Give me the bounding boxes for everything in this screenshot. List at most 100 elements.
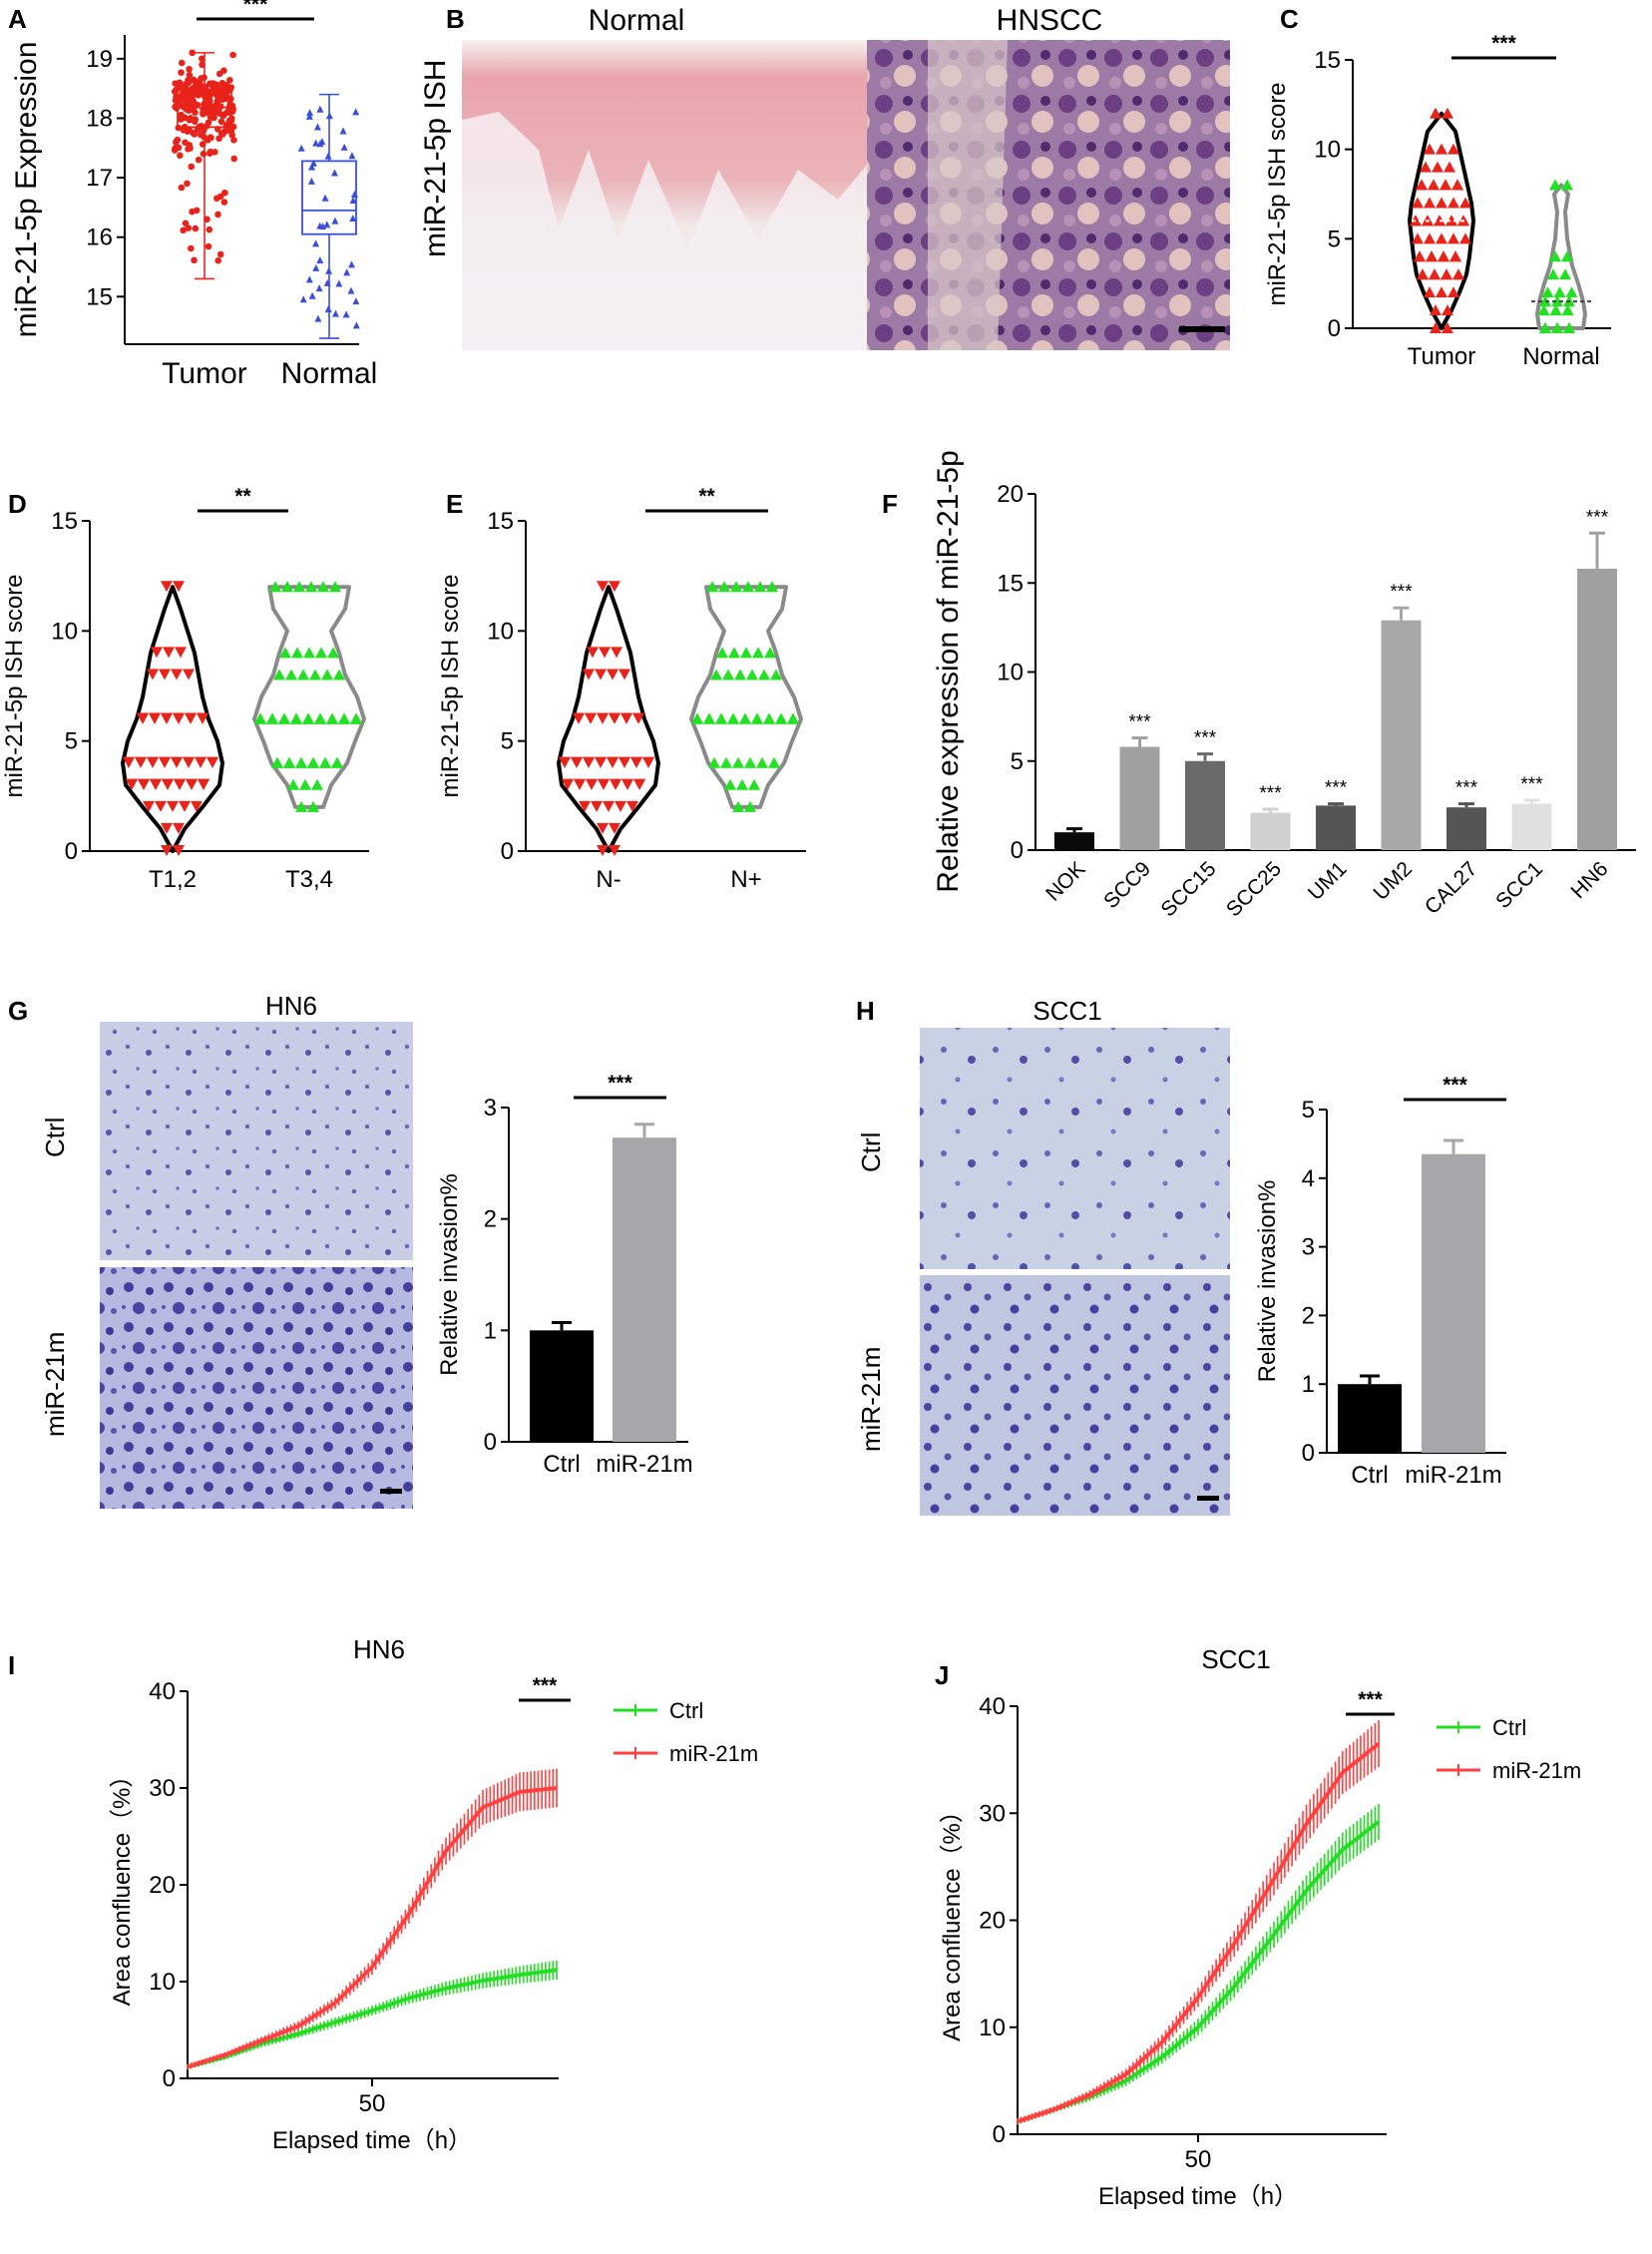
- data-point: [1436, 143, 1447, 155]
- data-point: [1416, 179, 1428, 191]
- x-tick-label: Ctrl: [543, 1451, 580, 1478]
- data-point: [295, 800, 307, 812]
- data-point: [197, 712, 208, 724]
- mir-21m-series-line: [1017, 1741, 1381, 2124]
- data-point: [173, 712, 185, 724]
- chart-f-bar: 0 5 10 15 20 Relative expression of miR-21-5p…: [932, 450, 1636, 921]
- data-point: [1541, 286, 1554, 298]
- data-point: [317, 581, 329, 593]
- tumor-data-point: [185, 77, 192, 84]
- tumor-data-point: [186, 142, 194, 149]
- significance-um2: ***: [1390, 582, 1413, 603]
- data-point: [278, 712, 290, 724]
- data-point: [587, 647, 599, 659]
- tumor-data-point: [206, 225, 213, 233]
- panel-h-ctrl-label: Ctrl: [856, 1132, 886, 1172]
- data-point: [162, 778, 174, 790]
- normal-data-point: [335, 279, 343, 287]
- chart-c-violin: 0 5 10 15 miR-21-5p ISH score Tumor Normal ***: [1264, 32, 1611, 370]
- data-point: [315, 647, 327, 659]
- data-point: [309, 669, 321, 680]
- data-point: [632, 712, 644, 724]
- data-point: [756, 756, 768, 768]
- data-point: [307, 756, 319, 768]
- data-point: [302, 712, 314, 724]
- x-tick-label: Ctrl: [1351, 1462, 1388, 1489]
- data-point: [314, 712, 326, 724]
- data-point: [609, 822, 620, 834]
- data-point: [1432, 161, 1444, 173]
- data-point: [720, 756, 732, 768]
- panel-h-title: SCC1: [1032, 996, 1101, 1026]
- normal-data-point: [312, 139, 320, 147]
- data-point: [1440, 179, 1451, 191]
- data-point: [703, 712, 715, 724]
- data-point: [1553, 286, 1566, 298]
- y-tick-label: 1: [484, 1317, 497, 1344]
- tumor-data-point: [224, 85, 231, 92]
- data-point: [1424, 232, 1436, 244]
- tumor-data-point: [182, 220, 190, 227]
- data-point: [710, 669, 722, 680]
- data-point: [1420, 161, 1432, 173]
- data-point: [271, 756, 283, 768]
- tumor-data-point: [201, 100, 208, 108]
- significance-um1: ***: [1325, 778, 1348, 799]
- data-point: [754, 581, 766, 593]
- data-point: [775, 712, 787, 724]
- panel-label-i: I: [8, 1650, 15, 1680]
- bar-mir-21m: [1422, 1153, 1485, 1453]
- data-point: [198, 778, 209, 790]
- data-point: [615, 800, 626, 812]
- data-point: [1414, 250, 1426, 262]
- data-point: [155, 800, 167, 812]
- tumor-data-point: [171, 147, 179, 154]
- data-point: [163, 647, 175, 659]
- y-tick-label: 1: [1302, 1371, 1315, 1398]
- data-point: [293, 581, 305, 593]
- data-point: [1444, 161, 1455, 173]
- y-tick-label: 0: [1011, 837, 1024, 864]
- data-point: [574, 778, 586, 790]
- data-point: [586, 778, 598, 790]
- data-point: [297, 669, 309, 680]
- data-point: [746, 669, 758, 680]
- data-point: [571, 756, 583, 768]
- data-point: [159, 669, 171, 680]
- data-point: [331, 756, 343, 768]
- y-tick-label: 10: [1314, 137, 1341, 164]
- normal-data-point: [352, 297, 360, 305]
- data-point: [609, 712, 620, 724]
- y-tick-label: 15: [487, 508, 514, 535]
- normal-data-point: [305, 112, 313, 120]
- data-point: [350, 712, 362, 724]
- tumor-violin-outline: [1408, 111, 1475, 330]
- data-point: [1459, 197, 1471, 209]
- tumor-data-point: [215, 70, 223, 78]
- data-point: [597, 822, 609, 834]
- normal-data-point: [315, 284, 323, 292]
- data-point: [183, 756, 195, 768]
- tumor-data-point: [188, 163, 196, 171]
- panel-h-mir21m-label: miR-21m: [856, 1347, 886, 1452]
- normal-data-point: [305, 275, 313, 283]
- tumor-data-point: [179, 90, 187, 98]
- data-point: [583, 669, 595, 680]
- significance-stars: ***: [243, 0, 268, 16]
- y-tick-label: 15: [51, 508, 78, 535]
- y-tick-label: 10: [149, 1969, 176, 1996]
- tumor-data-point: [228, 108, 236, 116]
- tumor-data-point: [190, 76, 198, 84]
- data-point: [751, 712, 763, 724]
- data-point: [1424, 286, 1436, 298]
- data-point: [295, 756, 307, 768]
- x-tick-label: Normal: [1522, 343, 1599, 370]
- bar-ctrl: [530, 1330, 594, 1442]
- scc1-mir21m-image: [920, 1275, 1230, 1516]
- x-tick-label: Normal: [281, 357, 378, 390]
- y-tick-label: 40: [149, 1678, 176, 1705]
- data-point: [161, 712, 173, 724]
- data-point: [562, 778, 574, 790]
- significance-stars: ***: [1491, 32, 1516, 55]
- data-point: [149, 712, 161, 724]
